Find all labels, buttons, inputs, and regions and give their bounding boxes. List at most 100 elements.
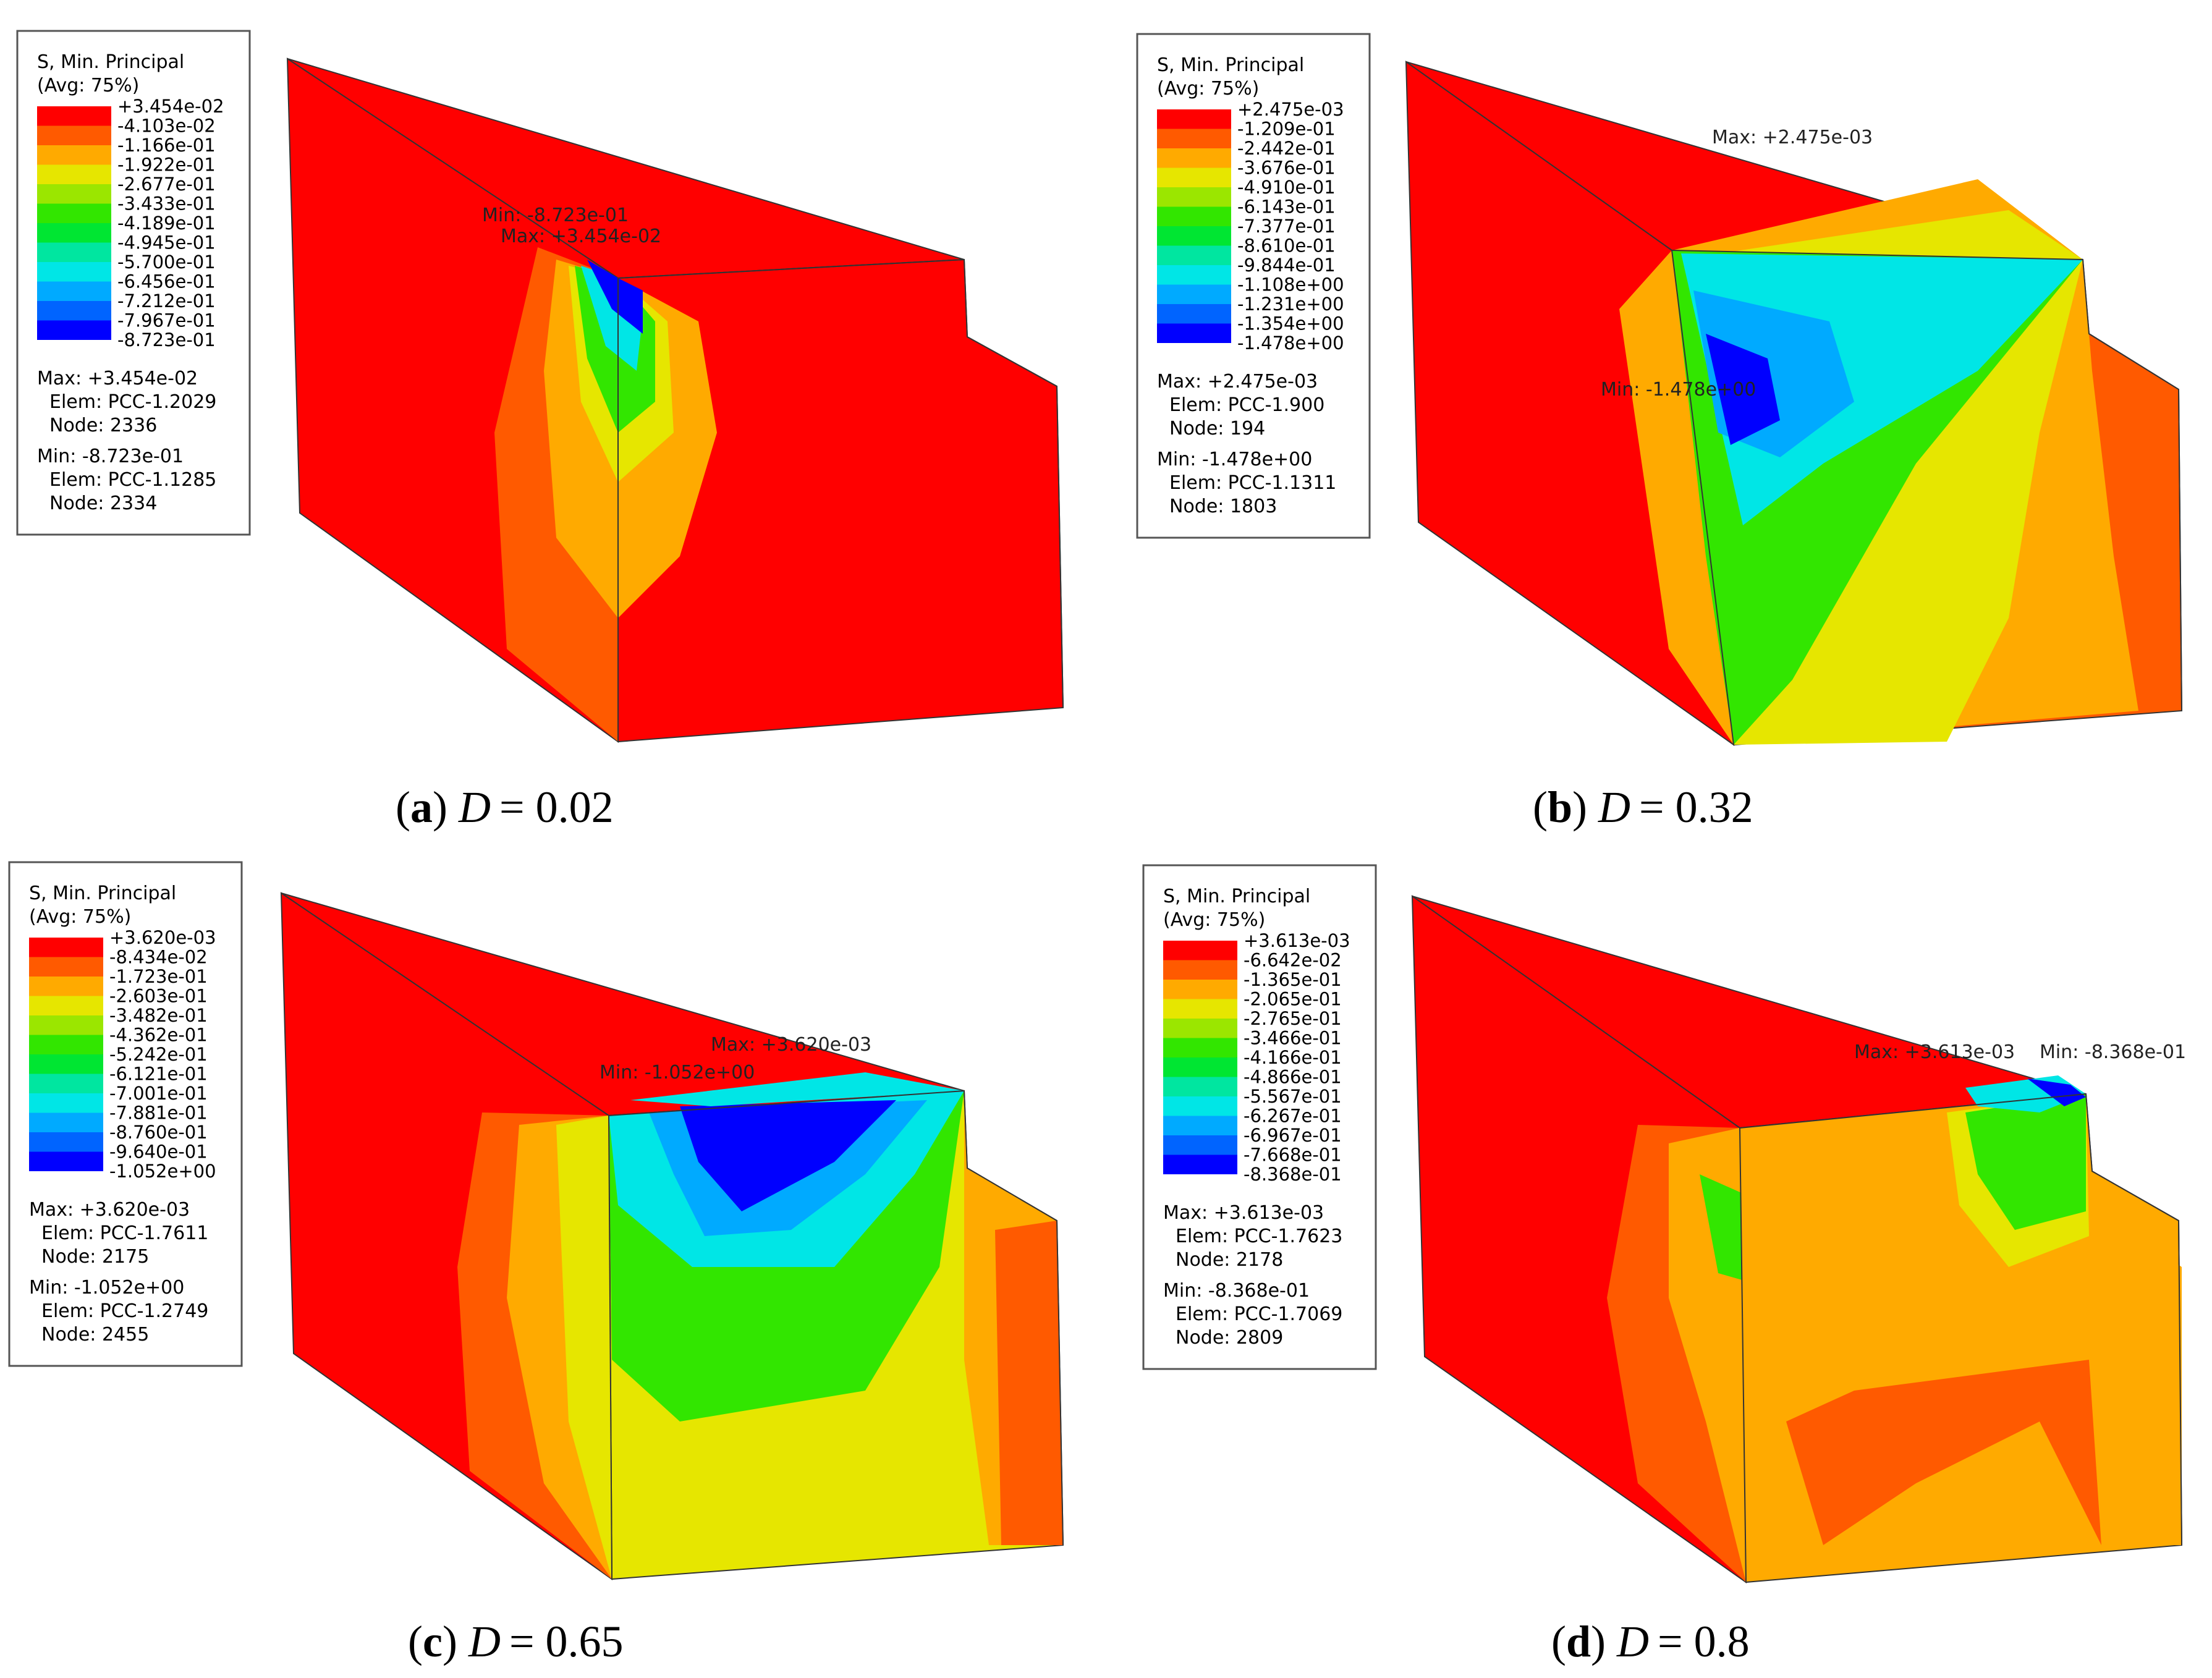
legend-min-label: Min: -8.368e-01: [1163, 1280, 1310, 1302]
legend-tick-label: -8.368e-01: [1244, 1164, 1342, 1185]
legend-tick-label: -4.910e-01: [1237, 177, 1336, 198]
legend-tick-label: -3.482e-01: [109, 1005, 208, 1026]
legend-tick-label: -1.108e+00: [1237, 274, 1344, 295]
panel-a: S, Min. Principal (Avg: 75%) +3.454e-02-…: [16, 30, 1064, 832]
legend-tick-label: -1.922e-01: [117, 155, 216, 176]
legend-colorbar: [29, 938, 103, 1171]
legend-color-swatch: [37, 164, 111, 184]
legend-max-elem: Elem: PCC-1.7611: [41, 1222, 208, 1244]
legend-color-swatch: [1163, 1096, 1237, 1116]
legend-color-swatch: [29, 1015, 103, 1035]
legend-tick-label: +3.454e-02: [117, 96, 224, 117]
annotation-min-a: Min: -8.723e-01: [482, 205, 629, 226]
legend-color-swatch: [1163, 1135, 1237, 1155]
legend-title: S, Min. Principal: [1163, 886, 1310, 907]
annotation-max-a: Max: +3.454e-02: [501, 226, 661, 247]
legend-color-swatch: [1157, 265, 1231, 285]
caption-symbol: D: [1598, 782, 1630, 832]
legend-tick-label: -2.065e-01: [1244, 989, 1342, 1010]
legend-min-node: Node: 2809: [1176, 1327, 1283, 1349]
panel-b: S, Min. Principal (Avg: 75%) +2.475e-03-…: [1136, 33, 2183, 832]
legend-color-swatch: [1157, 148, 1231, 168]
legend-tick-label: -9.640e-01: [109, 1142, 208, 1163]
caption-value: = 0.32: [1639, 782, 1753, 832]
legend-tick-label: -4.189e-01: [117, 213, 216, 234]
legend-color-swatch: [1163, 980, 1237, 999]
legend-tick-label: -6.121e-01: [109, 1064, 208, 1085]
model-a: [286, 57, 1064, 743]
legend-tick-label: -4.866e-01: [1244, 1067, 1342, 1088]
legend-color-swatch: [37, 242, 111, 262]
legend-min-elem: Elem: PCC-1.1285: [49, 469, 216, 491]
blue-core: [1706, 334, 1780, 445]
legend-tick-label: -8.610e-01: [1237, 235, 1336, 256]
legend-min-elem: Elem: PCC-1.2749: [41, 1300, 208, 1322]
legend-tick-label: -5.700e-01: [117, 252, 216, 273]
legend-color-swatch: [29, 996, 103, 1015]
legend-title: S, Min. Principal: [37, 51, 184, 73]
legend-color-swatch: [37, 106, 111, 126]
legend-tick-label: +3.613e-03: [1244, 930, 1350, 951]
caption-value: = 0.65: [509, 1617, 624, 1666]
legend-tick-label: -7.212e-01: [117, 290, 216, 311]
caption-letter: a: [410, 782, 433, 832]
legend-tick-label: +3.620e-03: [109, 927, 216, 948]
legend-color-swatch: [1163, 1116, 1237, 1135]
legend-color-swatch: [1157, 245, 1231, 265]
front-green: [1965, 1094, 2086, 1230]
caption-letter: d: [1566, 1617, 1591, 1666]
model-d: [1411, 895, 2183, 1583]
legend-tick-labels: +3.620e-03-8.434e-02-1.723e-01-2.603e-01…: [109, 927, 216, 1182]
legend-color-swatch: [29, 977, 103, 996]
legend-color-swatch: [37, 203, 111, 223]
legend-max-node: Node: 2178: [1176, 1249, 1283, 1271]
legend-min-node: Node: 2334: [49, 493, 157, 514]
annotation-max-b: Max: +2.475e-03: [1712, 127, 1873, 148]
panel-c: S, Min. Principal (Avg: 75%) +3.620e-03-…: [8, 861, 1064, 1666]
legend-c: S, Min. Principal (Avg: 75%) +3.620e-03-…: [8, 861, 243, 1367]
legend-tick-label: -3.466e-01: [1244, 1028, 1342, 1049]
legend-color-swatch: [1157, 129, 1231, 148]
legend-avg: (Avg: 75%): [29, 906, 131, 928]
legend-tick-label: -6.967e-01: [1244, 1125, 1342, 1146]
legend-colorbar: [1163, 941, 1237, 1174]
annotation-min-c: Min: -1.052e+00: [600, 1062, 755, 1083]
legend-a: S, Min. Principal (Avg: 75%) +3.454e-02-…: [16, 30, 251, 536]
left-yellow: [1619, 250, 1734, 745]
legend-tick-label: -4.945e-01: [117, 232, 216, 253]
legend-color-swatch: [1157, 167, 1231, 187]
legend-max-node: Node: 194: [1169, 418, 1265, 439]
front-orange-right: [995, 1221, 1063, 1545]
legend-color-swatch: [29, 1151, 103, 1171]
caption-letter: b: [1548, 782, 1572, 832]
legend-tick-label: -8.723e-01: [117, 329, 216, 350]
legend-color-swatch: [29, 957, 103, 977]
legend-tick-label: -6.456e-01: [117, 271, 216, 292]
panel-d: S, Min. Principal (Avg: 75%) +3.613e-03-…: [1142, 864, 2186, 1666]
legend-tick-label: -9.844e-01: [1237, 255, 1336, 276]
annotation-max-c: Max: +3.620e-03: [711, 1034, 871, 1056]
caption-c: (c) D = 0.65: [408, 1617, 624, 1666]
legend-tick-label: -8.760e-01: [109, 1122, 208, 1143]
caption-letter: c: [423, 1617, 443, 1666]
legend-color-swatch: [1163, 1038, 1237, 1057]
top-lime: [1700, 210, 2083, 260]
legend-color-swatch: [37, 320, 111, 340]
legend-tick-label: -2.603e-01: [109, 986, 208, 1007]
legend-min-node: Node: 1803: [1169, 496, 1277, 517]
legend-color-swatch: [1163, 1155, 1237, 1174]
legend-min-label: Min: -1.052e+00: [29, 1277, 184, 1299]
legend-color-swatch: [29, 938, 103, 957]
legend-tick-label: -2.677e-01: [117, 174, 216, 195]
legend-color-swatch: [29, 1093, 103, 1113]
legend-avg: (Avg: 75%): [1163, 909, 1265, 931]
legend-color-swatch: [37, 184, 111, 204]
legend-color-swatch: [37, 145, 111, 165]
legend-tick-label: -7.377e-01: [1237, 216, 1336, 237]
legend-tick-label: -6.642e-02: [1244, 950, 1342, 971]
caption-a: (a) D = 0.02: [396, 782, 614, 832]
legend-max-elem: Elem: PCC-1.7623: [1176, 1226, 1342, 1247]
legend-min-node: Node: 2455: [41, 1324, 149, 1345]
legend-color-swatch: [1163, 1019, 1237, 1038]
annotation-max-d: Max: +3.613e-03: [1854, 1041, 2015, 1063]
